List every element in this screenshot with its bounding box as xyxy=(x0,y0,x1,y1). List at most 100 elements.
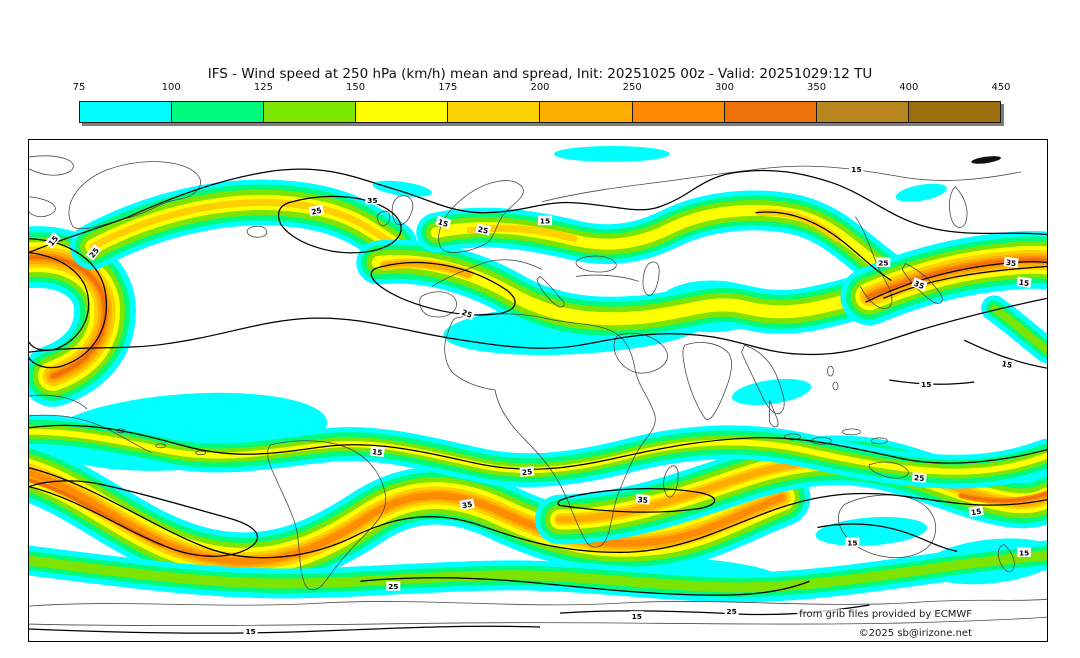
contour-label-bg xyxy=(911,277,928,292)
colorbar xyxy=(79,101,1001,123)
spread-contour-sh-15-bottom xyxy=(29,625,541,634)
cyan-bay-of-bengal xyxy=(731,378,812,406)
coast-island xyxy=(195,450,207,456)
coast-europe-coast xyxy=(431,259,543,287)
coast-southeast-asia xyxy=(741,344,785,428)
contour-label-text: 15 xyxy=(851,165,861,174)
contour-label: 25 xyxy=(911,472,927,483)
contour-label-bg xyxy=(243,626,258,636)
contour-label-text: 25 xyxy=(726,607,736,616)
cyan-streak-arctic-2 xyxy=(372,180,432,197)
contour-label: 15 xyxy=(629,611,644,621)
contour-label-bg xyxy=(369,445,385,458)
contour-label-bg xyxy=(538,215,552,226)
contour-label: 25 xyxy=(876,257,891,268)
contour-label-bg xyxy=(386,581,401,591)
attribution-ecmwf: from grib files provided by ECMWF xyxy=(797,609,974,620)
jet-band-sh-jet-newzealand-core xyxy=(959,492,1047,503)
colorbar-segment xyxy=(540,102,633,122)
contour-label: 25 xyxy=(386,581,401,591)
coast-island xyxy=(827,365,834,377)
contour-label: 25 xyxy=(475,223,491,236)
jet-band-sh-subtropical-band xyxy=(29,428,1047,475)
contour-label: 15 xyxy=(1016,276,1032,288)
contour-label-text: 15 xyxy=(371,447,383,457)
contour-label-bg xyxy=(1017,547,1032,557)
contour-label-text: 15 xyxy=(437,217,450,229)
contour-label: 25 xyxy=(519,465,535,477)
contour-label-bg xyxy=(44,232,61,249)
contour-label-text: 25 xyxy=(521,467,532,477)
contour-label: 15 xyxy=(538,215,552,226)
contour-label-bg xyxy=(459,498,475,511)
contour-label: 25 xyxy=(724,606,739,616)
coast-arabia xyxy=(613,332,668,374)
colorbar-tick: 125 xyxy=(253,82,273,93)
contour-label-text: 15 xyxy=(921,380,931,389)
coast-british-isles xyxy=(376,195,414,226)
colorbar-segment xyxy=(632,102,725,122)
cyan-streak-arctic-1 xyxy=(553,145,670,162)
contour-label-text: 25 xyxy=(388,582,398,591)
contour-label: 15 xyxy=(1017,547,1032,557)
contour-label-text: 15 xyxy=(1001,359,1013,370)
colorbar-tick: 200 xyxy=(530,82,550,93)
spread-contour-neasia-25 xyxy=(755,211,892,281)
contour-label-text: 35 xyxy=(637,495,648,505)
coastlines xyxy=(29,155,1047,626)
spread-contour-sh-25 xyxy=(29,467,1047,559)
contour-label-bg xyxy=(308,204,325,217)
contour-label-bg xyxy=(849,163,864,174)
contour-label: 15 xyxy=(968,505,984,517)
contour-label: 15 xyxy=(243,626,258,636)
spread-contour-nh-15-east-1 xyxy=(963,339,1047,369)
colorbar-tick: 75 xyxy=(72,82,86,93)
coast-new-zealand xyxy=(997,543,1015,573)
contour-label-bg xyxy=(458,306,476,321)
jet-band-pacific-jet-south-branch xyxy=(990,304,1047,355)
contour-label: 15 xyxy=(435,215,452,230)
jet-band-natlantic-scandinavia-band xyxy=(89,198,398,251)
coast-island xyxy=(832,381,839,391)
map-panel: 15 25 25 35 15 25 25 15 15 25 35 35 15 15 15 15 25 35 35 25… xyxy=(28,139,1048,642)
colorbar-segment xyxy=(448,102,541,122)
coast-island xyxy=(155,443,167,449)
contour-label-text: 25 xyxy=(311,206,323,217)
contour-label-bg xyxy=(475,223,491,236)
spread-contour-sh-15-australia xyxy=(817,523,958,552)
colorbar-tick: 150 xyxy=(346,82,366,93)
contour-label-bg xyxy=(1003,256,1019,268)
coast-island xyxy=(784,433,801,441)
coast-antarctica-coast-2 xyxy=(29,616,1047,626)
contour-label: 15 xyxy=(369,445,385,458)
contour-label: 35 xyxy=(635,493,651,505)
contour-label-text: 15 xyxy=(1019,548,1029,557)
contour-label-bg xyxy=(999,357,1015,370)
spread-contour-nh-15-south xyxy=(29,297,1047,356)
spread-contour-scandinavia-25 xyxy=(277,195,402,254)
lake-feature-top-right xyxy=(971,156,1001,164)
contour-label-bg xyxy=(919,379,934,389)
coast-india xyxy=(682,342,732,420)
colorbar-tick: 350 xyxy=(807,82,827,93)
contour-label-text: 15 xyxy=(1018,278,1030,288)
jet-band-sh-jet-west xyxy=(29,469,786,565)
contour-label: 35 xyxy=(1003,256,1019,268)
coast-iceland xyxy=(246,225,268,238)
contour-label-text: 25 xyxy=(878,259,888,268)
colorbar-segment xyxy=(80,102,173,122)
contour-label-text: 25 xyxy=(460,308,473,320)
contour-label: 15 xyxy=(919,379,934,389)
coast-italy xyxy=(536,275,565,308)
coast-scandinavia xyxy=(438,180,524,253)
contour-label-text: 15 xyxy=(540,217,550,226)
coast-iberia xyxy=(419,291,457,318)
spread-contour-sh-15-north xyxy=(29,424,1047,470)
contour-label: 15 xyxy=(845,537,860,547)
contour-label-text: 35 xyxy=(461,500,473,511)
contour-label-text: 35 xyxy=(913,279,926,291)
coast-new-guinea xyxy=(868,461,909,479)
